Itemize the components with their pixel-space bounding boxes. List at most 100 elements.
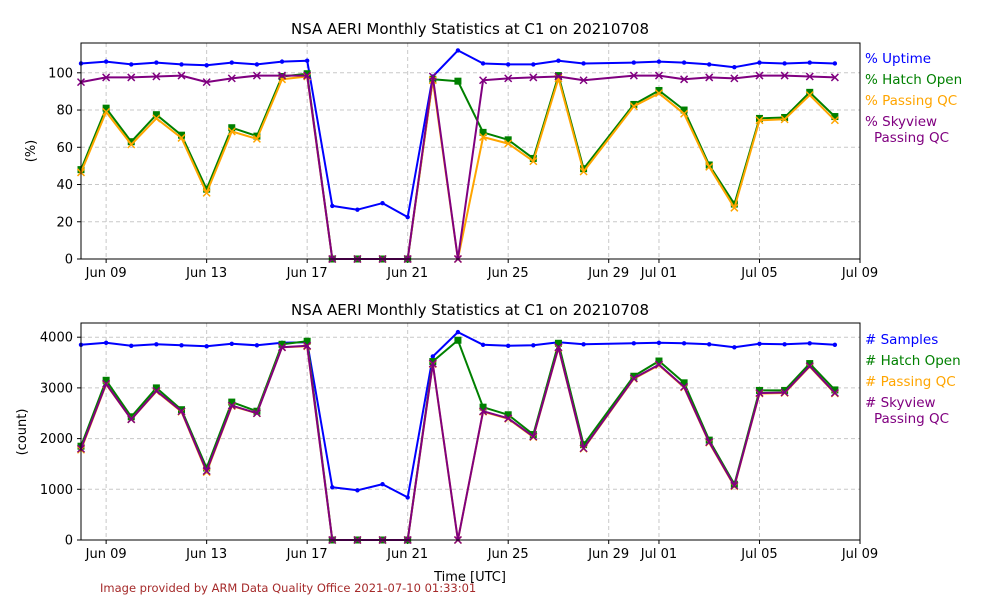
top-series-passing-qc-point <box>252 134 261 143</box>
bottom-series-hatch-open-point <box>152 384 160 392</box>
top-series-passing-qc-point <box>830 116 839 125</box>
top-series-hatch-open-point <box>781 113 789 121</box>
top-ytick-label: 60 <box>56 141 73 156</box>
top-series-passing-qc-point <box>705 162 714 171</box>
bottom-xtick-label: Jun 29 <box>587 547 629 562</box>
top-series-passing-qc-point <box>680 109 689 118</box>
legend-hatch-open: % Hatch Open <box>865 72 962 88</box>
top-series-uptime-point <box>103 59 109 64</box>
top-series-uptime-point <box>129 62 134 67</box>
top-series-uptime-point <box>556 58 561 63</box>
legend-skyview-qc: Passing QC <box>874 130 949 146</box>
bottom-xtick-label: Jul 09 <box>841 547 878 562</box>
top-series-uptime-point <box>732 65 737 70</box>
top-series-skyview-passing-qc-point <box>830 73 839 82</box>
top-series-skyview-passing-qc-point <box>479 76 488 85</box>
bottom-series-hatch-open-point <box>203 464 211 472</box>
top-plot-frame <box>80 42 861 260</box>
bottom-series-hatch-open-point <box>303 337 311 345</box>
top-series-hatch-open-point <box>454 77 462 85</box>
bottom-series-skyview-passing-qc-point <box>680 382 689 391</box>
bottom-ytick-label: 2000 <box>40 432 73 447</box>
bottom-series-skyview-passing-qc-point <box>780 388 789 397</box>
legend-skyview-count: # Skyview <box>865 395 936 411</box>
bottom-series-skyview-passing-qc-point <box>303 341 312 350</box>
top-ytick-label: 40 <box>56 178 73 193</box>
top-series-hatch-open-point <box>228 124 236 132</box>
top-series-uptime-point <box>531 62 536 67</box>
top-series-uptime-point <box>681 60 687 65</box>
top-series-skyview-passing-qc-point <box>127 73 136 82</box>
bottom-series-hatch-open-point <box>102 376 110 384</box>
bottom-xtick-label: Jun 13 <box>185 547 227 562</box>
bottom-series-skyview-passing-qc-point <box>227 401 236 410</box>
bottom-ylabel: (count) <box>15 409 30 456</box>
bottom-series-samples-point <box>505 343 511 349</box>
bottom-xtick-label: Jul 05 <box>740 547 777 562</box>
top-series-skyview-passing-qc-point <box>554 72 563 81</box>
top-series-skyview-passing-qc-point <box>529 73 538 82</box>
top-series-skyview-passing-qc-point <box>730 74 739 83</box>
top-series-uptime-point <box>154 60 159 65</box>
bottom-series-samples-point <box>430 354 436 359</box>
bottom-ytick-label: 1000 <box>40 483 73 498</box>
top-series-skyview-passing-qc-point <box>177 71 186 80</box>
top-series-skyview-passing-qc-point <box>629 71 638 80</box>
top-series-hatch-open-point <box>730 200 738 208</box>
top-series-skyview-passing-qc-point <box>780 71 789 80</box>
top-series-skyview-passing-qc-point <box>278 71 287 80</box>
top-series-passing-qc-point <box>227 127 236 136</box>
bottom-xtick-label: Jun 09 <box>85 547 127 562</box>
top-xtick-label: Jun 09 <box>85 266 127 281</box>
bottom-series-hatch-open-point <box>178 406 186 414</box>
top-series-hatch-open-line <box>80 72 836 260</box>
bottom-series-samples-point <box>154 342 159 347</box>
bottom-series-skyview-passing-qc-point <box>428 359 437 368</box>
bottom-series-samples-point <box>129 343 134 349</box>
top-series-passing-qc-point <box>579 167 588 176</box>
top-series-hatch-open-point <box>127 138 135 146</box>
top-xtick-label: Jun 13 <box>185 266 227 281</box>
top-xtick-label: Jun 17 <box>286 266 328 281</box>
top-series-hatch-open-point <box>152 111 160 119</box>
legend-skyview: % Skyview <box>865 114 937 130</box>
bottom-series-samples-point <box>405 495 410 500</box>
bottom-series-skyview-passing-qc-point <box>730 481 739 490</box>
top-series-uptime-point <box>631 60 637 65</box>
top-series-uptime-point <box>405 214 410 220</box>
bottom-series-hatch-open-point <box>781 386 789 394</box>
bottom-series-samples-point <box>380 482 385 487</box>
top-series-uptime-point <box>380 200 385 206</box>
top-series-passing-qc-line <box>80 75 836 260</box>
top-series-uptime-point <box>782 61 787 66</box>
bottom-series-samples-point <box>254 343 260 348</box>
top-series-skyview-passing-qc-point <box>102 73 111 82</box>
bottom-series-samples-point <box>179 343 184 348</box>
top-series-uptime-point <box>330 203 335 209</box>
bottom-xtick-label: Jun 21 <box>386 547 428 562</box>
top-series-passing-qc-point <box>152 114 161 123</box>
legend-hatch-open-count: # Hatch Open <box>865 353 961 369</box>
bottom-series-hatch-open-point <box>278 340 286 348</box>
top-xtick-label: Jul 09 <box>841 266 878 281</box>
bottom-series-skyview-passing-qc-point <box>554 343 563 352</box>
top-series-skyview-passing-qc-point <box>428 72 437 81</box>
bottom-series-hatch-open-point <box>127 413 135 421</box>
bottom-series-skyview-passing-qc-point <box>252 409 261 418</box>
bottom-series-samples-point <box>455 329 461 335</box>
top-series-hatch-open-point <box>203 185 211 193</box>
bottom-ticks: Jun 09 Jun 13 Jun 17 Jun 21 Jun 25 Jun 29 Jul … <box>40 331 878 562</box>
top-series-uptime-point <box>656 59 662 64</box>
top-series-skyview-passing-qc-point <box>227 74 236 83</box>
legend-skyview-qc-count: Passing QC <box>874 411 949 427</box>
top-series-uptime-point <box>455 48 461 53</box>
top-series-skyview-passing-qc-point <box>805 72 814 81</box>
top-series-passing-qc-point <box>629 102 638 111</box>
top-ytick-label: 0 <box>65 253 73 268</box>
top-chart-title: NSA AERI Monthly Statistics at C1 on 202… <box>291 20 649 38</box>
top-series-skyview-passing-qc-point <box>152 72 161 81</box>
bottom-series-skyview-passing-qc-point <box>805 362 814 371</box>
top-xtick-label: Jun 21 <box>386 266 428 281</box>
top-series-hatch-open-point <box>806 88 814 96</box>
top-series-passing-qc-point <box>479 133 488 142</box>
